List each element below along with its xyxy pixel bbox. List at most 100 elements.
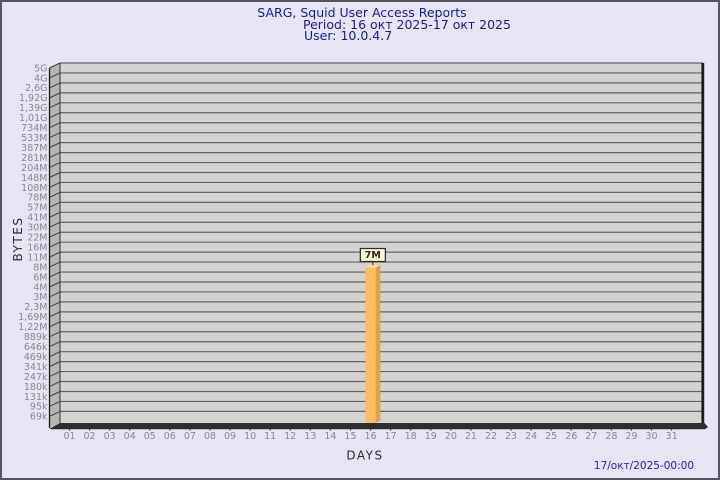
y-axis-tick bbox=[49, 381, 61, 387]
y-axis-tick-label: 281M bbox=[21, 153, 47, 164]
y-axis-tick-label: 148M bbox=[21, 173, 47, 184]
y-axis-title: BYTES bbox=[11, 217, 25, 262]
y-axis-tick-label: 57M bbox=[27, 203, 47, 214]
x-axis-tick-label: 02 bbox=[84, 431, 96, 442]
chart-floor bbox=[49, 423, 708, 430]
x-axis-tick-label: 04 bbox=[124, 431, 136, 442]
y-axis-tick bbox=[49, 371, 61, 378]
y-axis-tick bbox=[49, 231, 61, 238]
y-axis-tick bbox=[49, 122, 61, 129]
y-axis-tick-label: 95k bbox=[30, 402, 48, 413]
y-axis-tick-label: 646k bbox=[24, 342, 48, 353]
x-axis-tick-label: 18 bbox=[405, 431, 417, 442]
x-axis-tick-label: 28 bbox=[605, 431, 617, 442]
y-axis-tick-label: 889k bbox=[24, 332, 48, 343]
x-axis-tick-label: 10 bbox=[244, 431, 256, 442]
x-axis-tick-label: 06 bbox=[164, 431, 176, 442]
x-axis-tick-label: 20 bbox=[445, 431, 457, 442]
y-axis-tick-label: 30M bbox=[27, 223, 47, 234]
y-axis-tick bbox=[49, 182, 61, 188]
y-axis-tick-label: 22M bbox=[27, 233, 47, 244]
y-axis-tick-label: 41M bbox=[27, 213, 47, 224]
x-axis-tick-label: 16 bbox=[365, 431, 377, 442]
x-axis-tick-label: 22 bbox=[485, 431, 497, 442]
y-axis-tick bbox=[49, 331, 61, 338]
y-axis-tick-label: 4M bbox=[33, 282, 47, 293]
x-axis-tick-label: 05 bbox=[144, 431, 156, 442]
bar-value-label: 7M bbox=[365, 250, 381, 261]
y-axis-tick-label: 180k bbox=[24, 382, 48, 393]
plot-area bbox=[60, 63, 703, 423]
y-axis-tick bbox=[49, 301, 61, 308]
y-axis-tick bbox=[49, 281, 61, 288]
y-axis-tick bbox=[49, 351, 61, 358]
y-axis-tick-label: 78M bbox=[27, 193, 47, 204]
y-axis-tick bbox=[49, 72, 61, 79]
y-axis-tick-label: 108M bbox=[21, 183, 47, 194]
y-axis-tick bbox=[49, 191, 61, 198]
x-axis-tick-label: 26 bbox=[565, 431, 577, 442]
y-axis-tick bbox=[49, 92, 61, 99]
y-axis-tick bbox=[49, 311, 61, 318]
chart-user: User: 10.0.4.7 bbox=[304, 28, 393, 43]
y-axis-tick-label: 1,01G bbox=[19, 113, 48, 124]
y-axis-tick-label: 2,6G bbox=[25, 83, 47, 94]
y-axis-tick-label: 1,22M bbox=[18, 322, 47, 333]
y-axis-tick bbox=[49, 62, 61, 69]
y-axis-tick-label: 4G bbox=[34, 73, 47, 84]
x-axis-tick-label: 23 bbox=[505, 431, 517, 442]
chart-right-border bbox=[701, 63, 705, 423]
left-wall bbox=[49, 63, 60, 428]
y-axis-tick bbox=[49, 132, 61, 139]
y-axis-tick-label: 8M bbox=[33, 262, 47, 273]
bar-side bbox=[375, 264, 381, 423]
y-axis-tick-label: 2,3M bbox=[24, 302, 47, 313]
y-axis-tick bbox=[49, 251, 61, 258]
y-axis-tick-label: 69k bbox=[30, 412, 48, 423]
generation-timestamp: 17/окт/2025-00:00 bbox=[593, 460, 694, 472]
bar-front bbox=[365, 267, 376, 423]
y-axis-tick bbox=[49, 221, 61, 228]
chart-period: Period: 16 окт 2025-17 окт 2025 bbox=[303, 17, 511, 32]
y-axis-tick bbox=[49, 391, 61, 397]
y-axis-tick bbox=[49, 321, 61, 328]
y-axis-tick-label: 469k bbox=[24, 352, 48, 363]
y-axis-tick-label: 5G bbox=[34, 63, 47, 74]
y-axis-tick-label: 1,69M bbox=[18, 312, 47, 323]
x-axis-tick-label: 15 bbox=[344, 431, 356, 442]
y-axis-tick bbox=[49, 82, 61, 89]
x-axis-tick-label: 09 bbox=[224, 431, 236, 442]
y-axis-tick bbox=[49, 341, 61, 348]
x-axis-tick-label: 17 bbox=[385, 431, 397, 442]
y-axis-tick bbox=[49, 142, 61, 149]
y-axis-tick bbox=[49, 410, 61, 417]
x-axis-tick-label: 30 bbox=[645, 431, 657, 442]
y-axis-tick bbox=[49, 112, 61, 119]
x-axis-tick-label: 29 bbox=[625, 431, 637, 442]
y-axis-tick bbox=[49, 271, 61, 278]
y-axis-tick bbox=[49, 102, 61, 109]
x-axis-tick-label: 07 bbox=[184, 431, 196, 442]
y-axis-tick bbox=[49, 400, 61, 407]
x-axis-tick-label: 25 bbox=[545, 431, 557, 442]
y-axis-tick-label: 734M bbox=[21, 123, 47, 134]
x-axis-tick-label: 21 bbox=[465, 431, 477, 442]
x-axis-tick-label: 08 bbox=[204, 431, 216, 442]
x-axis-tick-label: 13 bbox=[304, 431, 316, 442]
y-axis-tick bbox=[49, 172, 61, 178]
bar-value-label-box bbox=[359, 247, 386, 263]
y-axis-tick bbox=[49, 261, 61, 268]
y-axis-tick bbox=[49, 291, 61, 298]
x-axis-tick-label: 11 bbox=[264, 431, 276, 442]
y-axis-tick bbox=[49, 152, 61, 159]
x-axis-tick-label: 14 bbox=[324, 431, 336, 442]
y-axis-tick-label: 131k bbox=[24, 392, 48, 403]
y-axis-tick-label: 204M bbox=[21, 163, 47, 174]
x-axis-title: DAYS bbox=[346, 449, 383, 463]
y-axis-tick-label: 247k bbox=[24, 372, 48, 383]
x-axis-tick-label: 12 bbox=[284, 431, 296, 442]
chart-title: SARG, Squid User Access Reports bbox=[257, 5, 467, 20]
y-axis-tick bbox=[49, 201, 61, 208]
